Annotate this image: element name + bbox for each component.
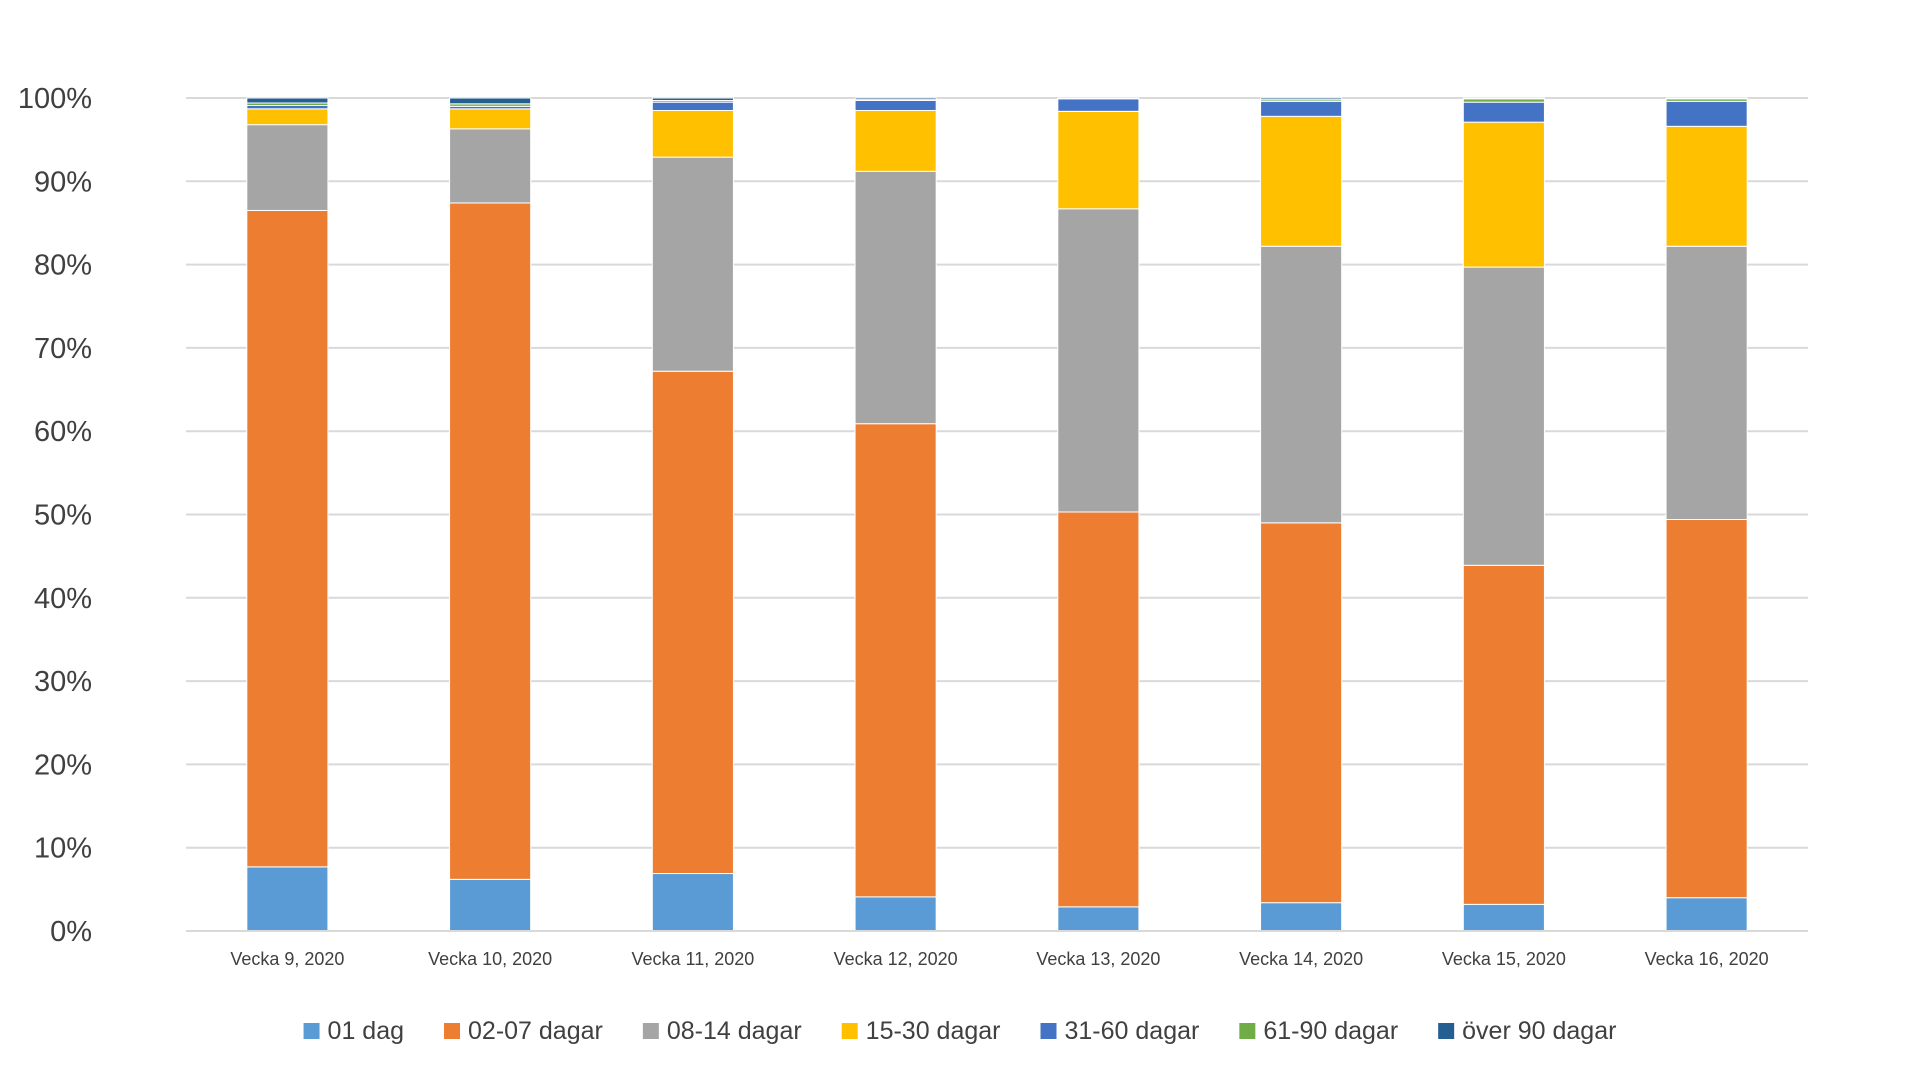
bar-segment xyxy=(1057,110,1140,210)
bar-segment xyxy=(246,866,329,932)
legend-swatch xyxy=(1438,1023,1455,1039)
bar-segment xyxy=(1665,100,1748,127)
bar-segment xyxy=(1462,97,1545,100)
x-tick-label: Vecka 9, 2020 xyxy=(230,949,344,969)
y-tick-label: 80% xyxy=(34,250,92,282)
y-tick-label: 50% xyxy=(34,500,92,532)
bar-segment xyxy=(854,896,937,932)
legend-item: 02-07 dagar xyxy=(444,1017,603,1045)
bar-segment xyxy=(1462,564,1545,905)
bar-segment xyxy=(651,370,734,875)
bar-segment xyxy=(651,109,734,158)
y-tick-label: 40% xyxy=(34,583,92,615)
y-tick-label: 100% xyxy=(18,83,92,115)
x-axis-tick-labels: Vecka 9, 2020 Vecka 10, 2020 Vecka 11, 202… xyxy=(230,949,1768,969)
legend-swatch xyxy=(303,1023,320,1039)
y-tick-label: 70% xyxy=(34,333,92,365)
bar-segment xyxy=(1665,518,1748,899)
x-tick-label: Vecka 11, 2020 xyxy=(631,949,754,969)
legend-label: 01 dag xyxy=(328,1017,404,1045)
bar-segment xyxy=(449,202,532,880)
bar-segment xyxy=(449,878,532,932)
legend-item: över 90 dagar xyxy=(1438,1017,1616,1045)
bar-segment xyxy=(246,108,329,126)
bar-segment xyxy=(246,209,329,868)
x-tick-label: Vecka 12, 2020 xyxy=(834,949,958,969)
bar-segment xyxy=(1260,100,1343,117)
y-tick-label: 0% xyxy=(50,916,92,948)
bar-segment xyxy=(854,97,937,101)
y-tick-label: 10% xyxy=(34,833,92,865)
bar-segment xyxy=(246,97,329,104)
legend-label: 31-60 dagar xyxy=(1065,1017,1200,1045)
legend-label: över 90 dagar xyxy=(1462,1017,1616,1045)
legend-item: 15-30 dagar xyxy=(841,1017,1001,1045)
bar-segment xyxy=(1057,97,1140,100)
y-tick-label: 60% xyxy=(34,416,92,448)
bar-segment xyxy=(1462,101,1545,123)
x-tick-label: Vecka 13, 2020 xyxy=(1036,949,1160,969)
x-tick-label: Vecka 15, 2020 xyxy=(1442,949,1566,969)
bar-segment xyxy=(854,99,937,111)
y-tick-label: 90% xyxy=(34,166,92,198)
bar-segment xyxy=(1260,97,1343,101)
legend-item: 61-90 dagar xyxy=(1239,1017,1398,1045)
y-tick-label: 20% xyxy=(34,749,92,781)
legend-swatch xyxy=(1239,1023,1256,1039)
legend-swatch xyxy=(1040,1023,1057,1039)
legend-label: 08-14 dagar xyxy=(667,1017,802,1045)
bar-segment xyxy=(854,109,937,172)
bar-segment xyxy=(1057,208,1140,513)
bar-segment xyxy=(651,873,734,932)
bar-segment xyxy=(1260,245,1343,524)
legend: 01 dag 02-07 dagar 08-14 dagar 15-30 dagar 3… xyxy=(303,1017,1616,1045)
bar-segment xyxy=(1462,121,1545,268)
x-tick-label: Vecka 16, 2020 xyxy=(1645,949,1769,969)
legend-label: 15-30 dagar xyxy=(866,1017,1001,1045)
bar-segment xyxy=(1057,906,1140,932)
bar-segment xyxy=(1665,125,1748,247)
legend-item: 08-14 dagar xyxy=(642,1017,802,1045)
bar-segment xyxy=(854,423,937,898)
x-tick-label: Vecka 14, 2020 xyxy=(1239,949,1363,969)
bar-segment xyxy=(1462,903,1545,932)
legend-item: 01 dag xyxy=(303,1017,404,1045)
bar-segment xyxy=(1260,902,1343,932)
bar-segment xyxy=(449,97,532,105)
bar-segment xyxy=(1260,115,1343,247)
legend-label: 61-90 dagar xyxy=(1263,1017,1398,1045)
bar-segment xyxy=(1665,97,1748,100)
bar-segment xyxy=(1665,245,1748,520)
bar-segment xyxy=(1057,98,1140,112)
bar-segment xyxy=(651,156,734,372)
bar-segment xyxy=(651,97,734,101)
legend-label: 02-07 dagar xyxy=(468,1017,603,1045)
bar-segment xyxy=(854,170,937,425)
legend-item: 31-60 dagar xyxy=(1040,1017,1200,1045)
bar-segment xyxy=(1665,897,1748,932)
legend-swatch xyxy=(444,1023,461,1039)
gridlines xyxy=(186,97,1808,849)
legend-swatch xyxy=(841,1023,858,1039)
bars xyxy=(246,97,1748,932)
legend-swatch xyxy=(642,1023,659,1039)
y-axis-tick-labels: 0% 10% 20% 30% 40% 50% 60% 70% 80% 90% 100% xyxy=(18,83,92,948)
bar-segment xyxy=(651,101,734,111)
bar-segment xyxy=(449,128,532,204)
bar-segment xyxy=(1260,522,1343,904)
y-tick-label: 30% xyxy=(34,666,92,698)
bar-segment xyxy=(246,124,329,211)
bar-segment xyxy=(449,108,532,130)
bar-segment xyxy=(1462,266,1545,566)
x-tick-label: Vecka 10, 2020 xyxy=(428,949,552,969)
bar-segment xyxy=(1057,511,1140,908)
